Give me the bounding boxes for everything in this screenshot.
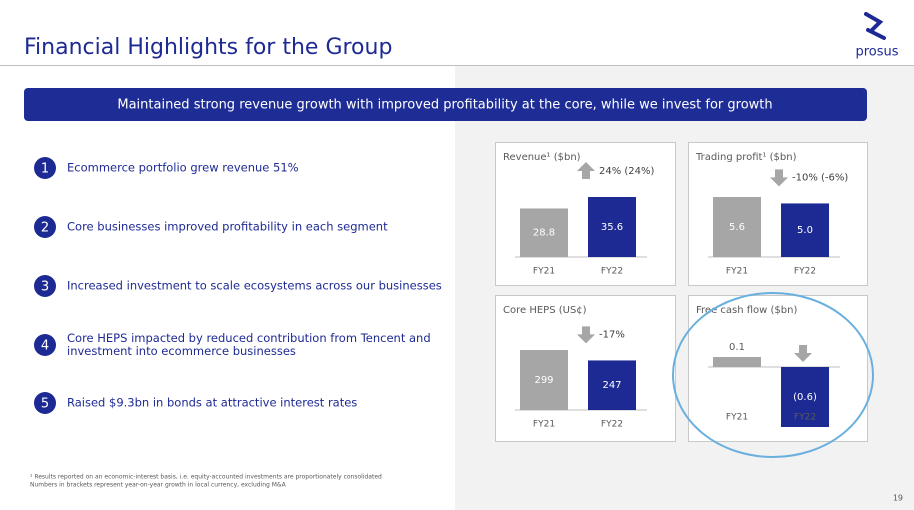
bullet-text: Ecommerce portfolio grew revenue 51%	[67, 161, 299, 175]
x-tick-label: FY21	[726, 267, 748, 277]
bullet-circle	[34, 275, 56, 297]
bullet-text: investment into ecommerce businesses	[67, 344, 296, 358]
page-number: 19	[893, 494, 903, 503]
footnote: ¹ Results reported on an economic-intere…	[30, 474, 382, 481]
bullet-number: 4	[41, 339, 49, 354]
bullet-text: Core businesses improved profitability i…	[67, 220, 388, 234]
change-arrow	[577, 326, 595, 344]
x-tick-label: FY22	[601, 267, 623, 277]
bar	[588, 197, 636, 257]
bullet-number: 3	[41, 280, 49, 295]
x-tick-label: FY22	[601, 420, 623, 430]
bullet-text: Core HEPS impacted by reduced contributi…	[67, 331, 431, 345]
value-label: 247	[602, 380, 621, 391]
value-label: 5.6	[729, 222, 745, 233]
value-label: 35.6	[601, 222, 623, 233]
slide-title: Financial Highlights for the Group	[24, 35, 392, 60]
bullet-circle	[34, 392, 56, 414]
chart-title: Core HEPS (US¢)	[503, 305, 587, 316]
chart-panel	[688, 295, 868, 442]
value-label: 299	[534, 375, 553, 386]
bullet-text: Increased investment to scale ecosystems…	[67, 279, 442, 293]
banner-text: Maintained strong revenue growth with im…	[117, 98, 772, 113]
bullet-number: 1	[41, 162, 49, 177]
bullet-circle	[34, 157, 56, 179]
right-panel-bg	[455, 66, 914, 510]
change-annotation: -10% (-6%)	[792, 172, 848, 183]
chart-title: Free cash flow ($bn)	[696, 305, 797, 316]
banner	[24, 88, 867, 121]
change-annotation: -17%	[599, 329, 625, 340]
value-label: 0.1	[729, 342, 745, 353]
bullet-number: 5	[41, 397, 49, 412]
change-arrow	[794, 345, 812, 362]
bullet-text: Raised $9.3bn in bonds at attractive int…	[67, 396, 357, 410]
bullet-circle	[34, 334, 56, 356]
bar	[520, 350, 568, 410]
x-tick-label: FY22	[794, 413, 816, 423]
logo-text: prosus	[855, 45, 898, 60]
bullet-number: 2	[41, 221, 49, 236]
value-label: 28.8	[533, 228, 555, 239]
x-tick-label: FY22	[794, 267, 816, 277]
x-tick-label: FY21	[726, 413, 748, 423]
bar	[588, 360, 636, 410]
bar	[713, 357, 761, 367]
footnote: Numbers in brackets represent year-on-ye…	[30, 482, 287, 489]
chart-title: Trading profit¹ ($bn)	[695, 152, 797, 163]
bar	[781, 367, 829, 427]
value-label: 5.0	[797, 225, 813, 236]
value-label: (0.6)	[793, 392, 817, 403]
bar	[781, 203, 829, 257]
chart-title: Revenue¹ ($bn)	[503, 152, 581, 163]
highlight-circle	[672, 292, 874, 458]
change-annotation: 24% (24%)	[599, 166, 655, 177]
bar	[520, 208, 568, 257]
bullet-circle	[34, 216, 56, 238]
logo-icon	[864, 12, 886, 40]
bar	[713, 197, 761, 257]
x-tick-label: FY21	[533, 267, 555, 277]
x-tick-label: FY21	[533, 420, 555, 430]
change-arrow	[577, 162, 595, 179]
change-arrow	[770, 169, 788, 187]
